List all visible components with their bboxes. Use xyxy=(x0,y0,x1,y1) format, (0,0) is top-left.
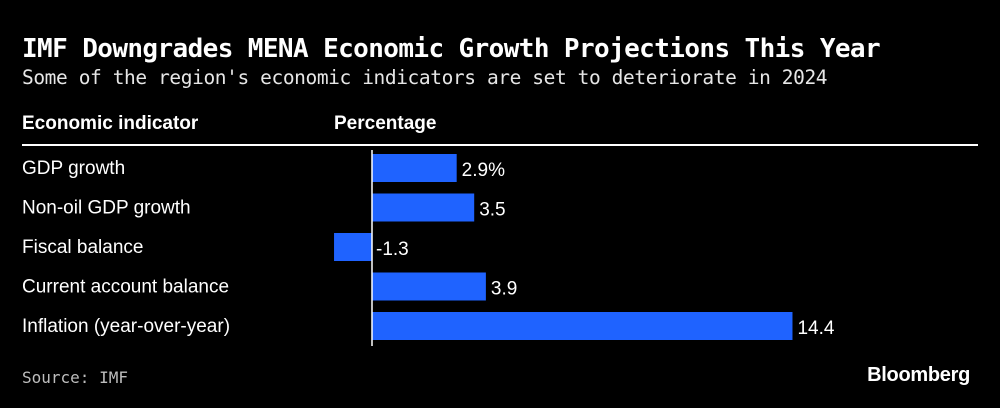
source-note: Source: IMF xyxy=(22,368,128,387)
value-label: -1.3 xyxy=(376,239,409,260)
row-label: Non-oil GDP growth xyxy=(22,198,191,219)
row-label: Inflation (year-over-year) xyxy=(22,316,230,337)
bar xyxy=(372,312,793,340)
bar xyxy=(372,193,475,222)
value-label: 14.4 xyxy=(797,318,834,339)
row-label: GDP growth xyxy=(22,158,125,179)
bar xyxy=(372,272,486,301)
chart-title: IMF Downgrades MENA Economic Growth Proj… xyxy=(22,34,881,64)
column-header-indicator: Economic indicator xyxy=(22,113,199,134)
row-label: Current account balance xyxy=(22,277,229,298)
row-label: Fiscal balance xyxy=(22,237,143,258)
bloomberg-logo: Bloomberg xyxy=(867,364,970,386)
value-label: 2.9% xyxy=(462,160,505,181)
header-divider xyxy=(22,144,978,146)
bar xyxy=(372,154,457,182)
bar xyxy=(334,233,372,261)
value-label: 3.9 xyxy=(491,279,517,300)
column-header-percentage: Percentage xyxy=(334,113,437,134)
value-label: 3.5 xyxy=(479,200,505,221)
chart-subtitle: Some of the region's economic indicators… xyxy=(22,66,828,89)
